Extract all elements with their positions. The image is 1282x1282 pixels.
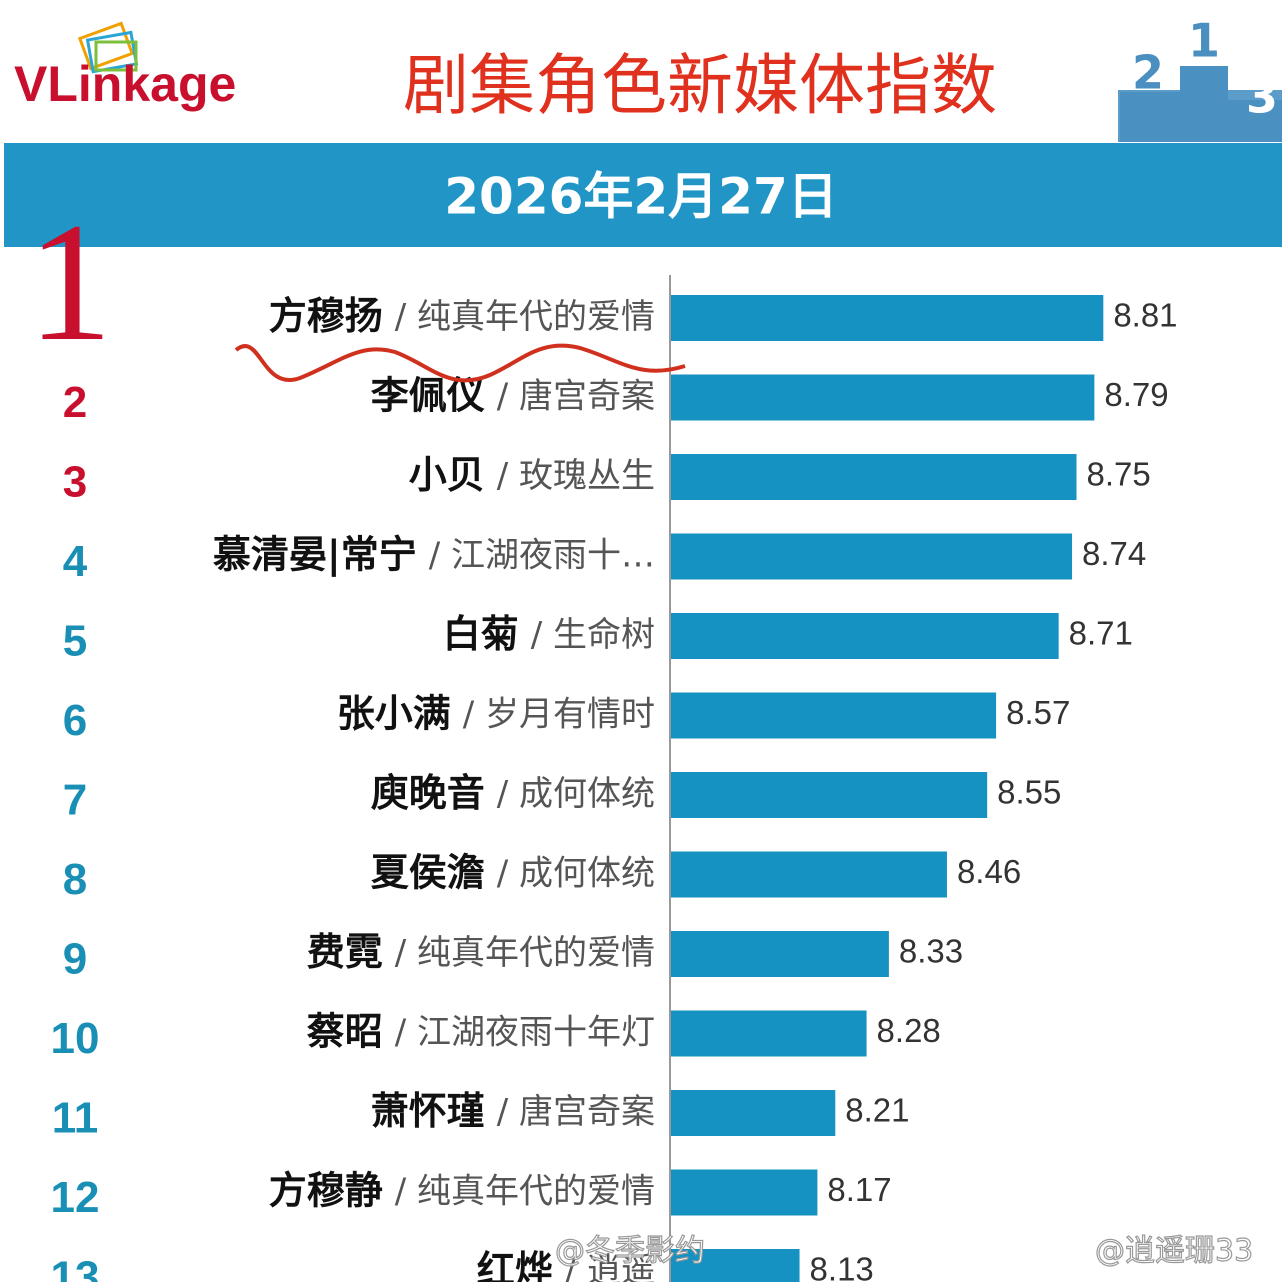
show-name: / 纯真年代的爱情 <box>395 1171 655 1211</box>
rank: 2 <box>63 378 87 427</box>
show-name: / 逍遥 <box>565 1251 655 1282</box>
row-label: 张小满 / 岁月有情时 <box>337 691 655 735</box>
character-name: 张小满 <box>337 691 451 735</box>
character-name: 费霓 <box>307 930 383 974</box>
value-label: 8.75 <box>1087 456 1151 493</box>
row-label: 李佩仪 / 唐宫奇案 <box>371 373 655 417</box>
bar <box>671 692 997 739</box>
watermark: @逍遥珊33 <box>1095 1234 1253 1269</box>
value-label: 8.21 <box>845 1092 909 1129</box>
bar <box>671 1010 867 1057</box>
bar <box>671 931 889 977</box>
logo: VLinkage <box>14 56 236 112</box>
rank: 9 <box>63 935 87 984</box>
value-label: 8.81 <box>1113 297 1177 334</box>
bar <box>671 772 988 818</box>
rank: 11 <box>52 1094 99 1143</box>
character-name: 方穆扬 <box>269 294 383 338</box>
row-label: 夏侯澹 / 成何体统 <box>371 850 655 894</box>
row-label: 庾晚音 / 成何体统 <box>371 771 655 815</box>
value-label: 8.79 <box>1104 376 1168 413</box>
row-label: 慕清晏|常宁 / 江湖夜雨十… <box>213 532 655 577</box>
value-label: 8.71 <box>1069 615 1133 652</box>
date-band <box>4 143 1282 247</box>
rank: 6 <box>63 696 87 745</box>
rank: 13 <box>51 1253 100 1282</box>
character-name: 方穆静 <box>269 1168 383 1212</box>
character-name: 小贝 <box>409 453 485 497</box>
podium-digit: 2 <box>1132 46 1164 100</box>
value-label: 8.13 <box>810 1251 874 1282</box>
value-label: 8.55 <box>997 774 1061 811</box>
rank: 8 <box>63 855 87 904</box>
rank: 4 <box>63 537 88 586</box>
rank: 1 <box>28 188 113 376</box>
rank: 5 <box>63 617 87 666</box>
bar <box>671 374 1095 421</box>
rows: 1 方穆扬 / 纯真年代的爱情 8.81 2 李佩仪 / 唐宫奇案 8.79 3 小贝 / 玫瑰丛生… <box>28 188 1178 1282</box>
show-name: / 成何体统 <box>497 774 655 814</box>
show-name: / 成何体统 <box>497 853 655 893</box>
character-name: 蔡昭 <box>307 1009 383 1053</box>
handwritten-underline <box>234 343 686 383</box>
row-label: 萧怀瑾 / 唐宫奇案 <box>371 1089 655 1133</box>
rank: 3 <box>63 458 87 507</box>
value-label: 8.74 <box>1082 535 1146 572</box>
rank: 7 <box>63 776 87 825</box>
value-label: 8.33 <box>899 933 963 970</box>
logo-icon <box>77 21 139 74</box>
show-name: / 纯真年代的爱情 <box>395 933 655 973</box>
bar <box>671 1169 818 1216</box>
bar <box>671 1249 800 1282</box>
row-label: 方穆扬 / 纯真年代的爱情 <box>269 294 655 338</box>
podium-digit: 1 <box>1188 14 1220 68</box>
title: 剧集角色新媒体指数 <box>403 47 997 124</box>
podium-digit: 3 <box>1246 70 1278 124</box>
show-name: / 江湖夜雨十… <box>429 535 655 575</box>
value-label: 8.28 <box>877 1012 941 1049</box>
row-label: 小贝 / 玫瑰丛生 <box>409 453 655 497</box>
character-name: 夏侯澹 <box>371 850 485 894</box>
bar <box>671 851 947 898</box>
podium-icon <box>1118 66 1282 142</box>
value-label: 8.46 <box>957 853 1021 890</box>
row-label: 蔡昭 / 江湖夜雨十年灯 <box>307 1009 655 1053</box>
rank: 10 <box>51 1014 100 1063</box>
bar <box>671 295 1104 341</box>
show-name: / 江湖夜雨十年灯 <box>395 1012 655 1052</box>
bar <box>671 613 1059 659</box>
value-label: 8.57 <box>1006 694 1070 731</box>
value-label: 8.17 <box>827 1171 891 1208</box>
character-name: 慕清晏|常宁 <box>213 532 417 577</box>
show-name: / 纯真年代的爱情 <box>395 297 655 337</box>
character-name: 庾晚音 <box>371 771 485 815</box>
character-name: 红烨 <box>477 1248 553 1282</box>
show-name: / 玫瑰丛生 <box>497 456 655 496</box>
watermark: @冬季影约 <box>555 1234 705 1269</box>
bar <box>671 454 1077 500</box>
character-name: 萧怀瑾 <box>371 1089 485 1133</box>
row-label: 红烨 / 逍遥 <box>477 1248 655 1282</box>
show-name: / 生命树 <box>531 615 655 655</box>
show-name: / 唐宫奇案 <box>497 376 655 416</box>
rank: 12 <box>51 1173 100 1222</box>
bar <box>671 1090 836 1136</box>
row-label: 白菊 / 生命树 <box>443 612 655 656</box>
row-label: 费霓 / 纯真年代的爱情 <box>307 930 655 974</box>
date: 2026年2月27日 <box>444 168 838 226</box>
show-name: / 岁月有情时 <box>463 694 655 734</box>
show-name: / 唐宫奇案 <box>497 1092 655 1132</box>
bar <box>671 533 1073 580</box>
character-name: 白菊 <box>443 612 519 656</box>
row-label: 方穆静 / 纯真年代的爱情 <box>269 1168 655 1212</box>
